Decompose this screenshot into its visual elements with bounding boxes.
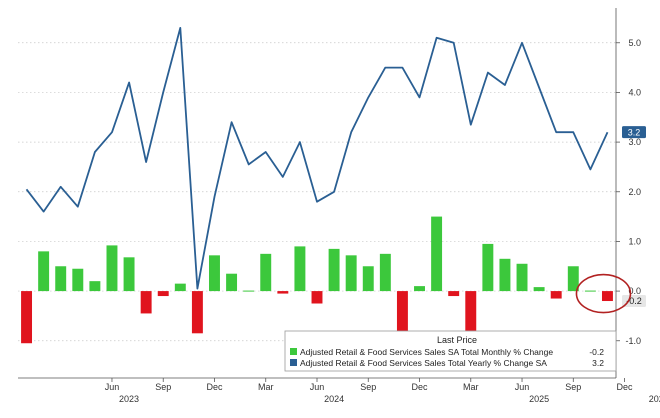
- x-tick-label: Sep: [155, 382, 171, 392]
- x-tick-label: Sep: [360, 382, 376, 392]
- bar: [277, 291, 289, 294]
- bar: [567, 266, 579, 292]
- bar: [362, 266, 374, 292]
- bar: [226, 273, 238, 292]
- bar: [72, 268, 84, 292]
- bar: [465, 291, 477, 331]
- bar: [55, 266, 67, 292]
- axis-layer: -1.0 0.0 1.0 2.0 3.0 4.0 5.0 Jun Sep Dec Mar Jun Sep…: [18, 8, 660, 404]
- bar: [260, 253, 272, 292]
- bar: [38, 251, 50, 292]
- bars-layer: [21, 216, 613, 344]
- last-value-label: 3.2: [628, 127, 641, 137]
- x-tick-label: Jun: [105, 382, 120, 392]
- y-tick-label: 5.0: [628, 38, 641, 48]
- y-tick-label: 4.0: [628, 87, 641, 97]
- y-tick-label: 1.0: [628, 236, 641, 246]
- bar: [123, 257, 135, 292]
- y-tick-label: 3.0: [628, 137, 641, 147]
- legend-entry-monthly: Adjusted Retail & Food Services Sales SA…: [300, 347, 553, 357]
- bar: [106, 245, 118, 292]
- bar: [516, 263, 528, 292]
- bar: [89, 281, 101, 292]
- last-value-tag: [622, 126, 646, 139]
- bar: [209, 255, 220, 292]
- tags-layer: 3.2 -0.2: [622, 126, 646, 308]
- legend-swatch-monthly: [290, 348, 297, 355]
- annotation-layer: [575, 273, 632, 314]
- x-tick-label: Sep: [565, 382, 581, 392]
- legend-swatch-yearly: [290, 359, 297, 366]
- x-tick-label: Mar: [258, 382, 274, 392]
- bar: [140, 291, 152, 314]
- x-tick-label: Jun: [310, 382, 325, 392]
- bar: [191, 291, 203, 334]
- bar: [294, 246, 306, 292]
- bar: [431, 216, 443, 292]
- annotation-circle: [575, 273, 632, 314]
- bar: [328, 248, 340, 292]
- x-tick-label: Dec: [617, 382, 634, 392]
- bar: [311, 291, 323, 304]
- series-line-yearly: [25, 26, 609, 290]
- x-tick-label: Dec: [206, 382, 223, 392]
- y-tick-label: 0.0: [628, 286, 641, 296]
- legend-box: [284, 330, 617, 372]
- bar: [550, 291, 562, 299]
- bar: [345, 255, 357, 292]
- x-tick-label: Mar: [463, 382, 479, 392]
- bar: [601, 291, 613, 302]
- bar: [21, 291, 33, 344]
- legend: Last Price Adjusted Retail & Food Servic…: [284, 330, 617, 372]
- y-tick-label: -1.0: [625, 336, 641, 346]
- legend-header: Last Price: [437, 335, 477, 345]
- x-tick-label: Dec: [412, 382, 429, 392]
- y-tick-label: 2.0: [628, 187, 641, 197]
- x-year-label: 2026: [649, 394, 660, 404]
- bar: [448, 291, 460, 297]
- bar: [414, 286, 425, 292]
- line-layer: [25, 26, 609, 290]
- bar: [396, 291, 408, 334]
- x-tick-label: Jun: [515, 382, 530, 392]
- x-year-label: 2025: [529, 394, 549, 404]
- x-year-label: 2023: [119, 394, 139, 404]
- bar: [157, 291, 169, 297]
- legend-value-yearly: 3.2: [592, 358, 604, 368]
- last-value-tag: [622, 295, 646, 308]
- bar: [174, 283, 186, 292]
- legend-value-monthly: -0.2: [589, 347, 604, 357]
- last-value-label: -0.2: [626, 296, 642, 306]
- bar: [379, 253, 391, 292]
- x-year-label: 2024: [324, 394, 344, 404]
- bar: [499, 258, 511, 292]
- bar: [482, 243, 494, 292]
- bar: [533, 287, 545, 292]
- legend-entry-yearly: Adjusted Retail & Food Services Sales To…: [300, 358, 547, 368]
